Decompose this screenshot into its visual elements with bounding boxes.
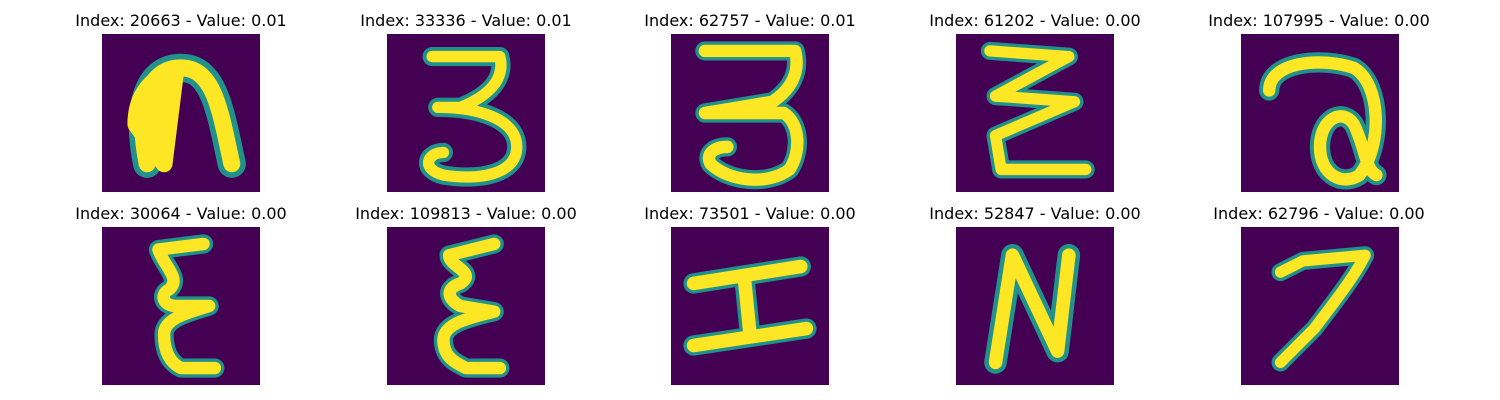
epsilon-glyph-icon	[433, 234, 510, 378]
arch-glyph-icon	[127, 53, 246, 178]
three-glyph-icon	[419, 46, 527, 187]
panel-title: Index: 109813 - Value: 0.00	[355, 204, 577, 223]
epsilon-glyph-icon	[148, 234, 225, 378]
digit-image-panel	[1241, 34, 1399, 192]
h-glyph-icon	[683, 256, 817, 356]
three-glyph-icon	[695, 41, 807, 190]
seven-glyph-icon	[1271, 246, 1375, 372]
digit-image-panel	[387, 34, 545, 192]
panel-title: Index: 73501 - Value: 0.00	[644, 204, 856, 223]
panel-title: Index: 107995 - Value: 0.00	[1208, 11, 1430, 30]
digit-image-panel	[671, 34, 829, 192]
digit-image-panel	[102, 227, 260, 385]
panel-title: Index: 30064 - Value: 0.00	[75, 204, 287, 223]
zigzag-glyph-icon	[980, 41, 1095, 179]
digit-image-panel	[102, 34, 260, 192]
digit-image-panel	[1241, 227, 1399, 385]
panel-title: Index: 62757 - Value: 0.01	[644, 11, 856, 30]
loop-glyph-icon	[1259, 52, 1387, 190]
digit-image-panel	[956, 34, 1114, 192]
digit-image-panel	[956, 227, 1114, 385]
panel-title: Index: 61202 - Value: 0.00	[929, 11, 1141, 30]
panel-title: Index: 33336 - Value: 0.01	[360, 11, 572, 30]
panel-title: Index: 62796 - Value: 0.00	[1213, 204, 1425, 223]
panel-title: Index: 52847 - Value: 0.00	[929, 204, 1141, 223]
digit-image-panel	[671, 227, 829, 385]
panel-title: Index: 20663 - Value: 0.01	[75, 11, 287, 30]
digit-image-panel	[387, 227, 545, 385]
n-glyph-icon	[984, 243, 1081, 374]
